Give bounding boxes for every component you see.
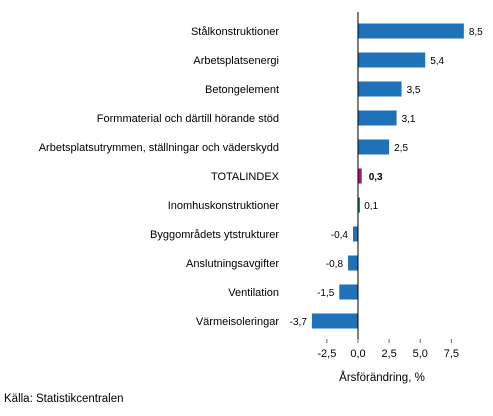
source-note: Källa: Statistikcentralen <box>4 393 124 405</box>
bar <box>357 23 464 39</box>
bar <box>353 226 358 242</box>
bar <box>357 197 360 213</box>
value-label: -3,7 <box>290 317 308 328</box>
value-label: 5,4 <box>430 56 444 67</box>
x-tick-label: 2,5 <box>381 348 396 360</box>
category-label: Arbetsplatsenergi <box>193 55 279 67</box>
bar <box>357 81 402 97</box>
value-label: 2,5 <box>394 143 408 154</box>
x-tick-label: 7,5 <box>444 348 459 360</box>
category-label: Arbetsplatsutrymmen, ställningar och väd… <box>39 142 279 154</box>
x-axis-title: Årsförändring, % <box>339 371 425 384</box>
bars-group <box>311 23 464 329</box>
value-labels: 8,5 5,4 3,5 3,1 2,5 0,3 0,1 -0,4 -0,8 -1,5 -3,7 <box>290 27 483 328</box>
bar <box>348 255 358 271</box>
value-label: 0,3 <box>369 172 383 183</box>
category-labels: Stålkonstruktioner Arbetsplatsenergi Beton… <box>39 26 280 328</box>
category-label: Ventilation <box>228 287 279 299</box>
category-label: Inomhuskonstruktioner <box>168 200 280 212</box>
bar <box>357 110 397 126</box>
value-label: 8,5 <box>469 27 483 38</box>
x-tick-label: -2,5 <box>317 348 336 360</box>
value-label: -0,4 <box>331 230 349 241</box>
value-label: 0,1 <box>364 201 378 212</box>
bar <box>357 168 362 184</box>
value-label: -1,5 <box>317 288 335 299</box>
x-axis-ticks: -2,5 0,0 2,5 5,0 7,5 <box>317 339 459 360</box>
category-label: Värmeisoleringar <box>196 316 279 328</box>
x-tick-label: 5,0 <box>413 348 428 360</box>
bar <box>357 52 426 68</box>
value-label: -0,8 <box>326 259 344 270</box>
value-label: 3,5 <box>407 85 421 96</box>
bar <box>357 139 390 155</box>
x-tick-label: 0,0 <box>350 348 365 360</box>
bar <box>311 313 358 329</box>
category-label: TOTALINDEX <box>211 171 280 183</box>
category-label: Stålkonstruktioner <box>191 26 279 38</box>
category-label: Betongelement <box>205 84 279 96</box>
category-label: Anslutningsavgifter <box>186 258 279 270</box>
category-label: Formmaterial och därtill hörande stöd <box>97 113 279 125</box>
value-label: 3,1 <box>402 114 416 125</box>
category-label: Byggområdets ytstrukturer <box>150 229 279 241</box>
bar <box>339 284 358 300</box>
